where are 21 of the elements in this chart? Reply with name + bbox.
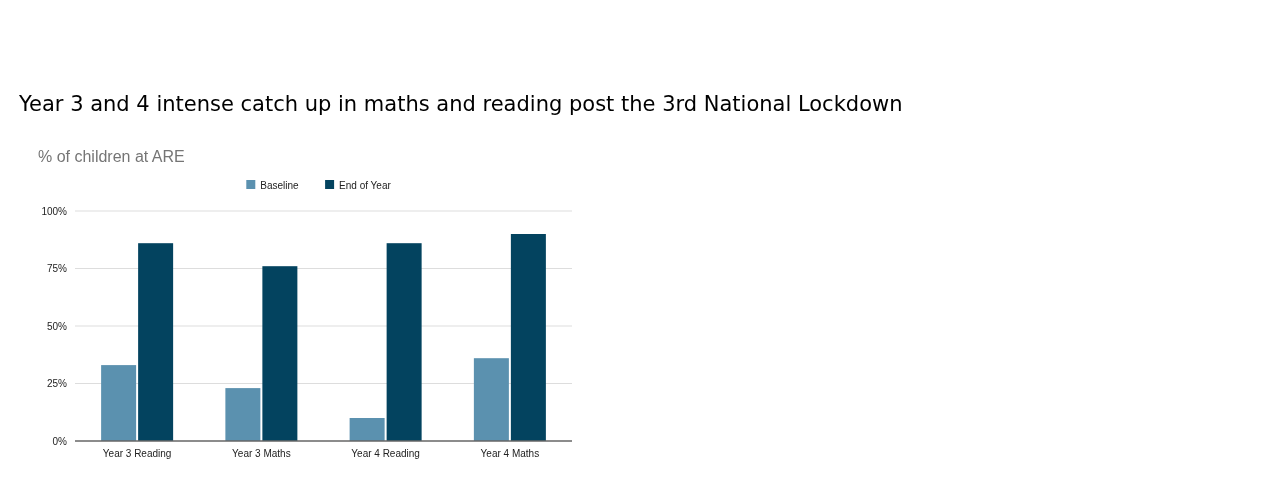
chart-title: Year 3 and 4 intense catch up in maths and reading post the 3rd National Lockdown	[18, 92, 903, 116]
bar	[225, 388, 261, 441]
bar	[473, 358, 509, 441]
y-tick-label: 75%	[46, 263, 68, 274]
bar	[101, 365, 137, 441]
bar	[262, 266, 298, 441]
y-tick-label: 100%	[41, 205, 68, 217]
bar	[510, 234, 546, 441]
legend-label: Baseline	[260, 179, 300, 191]
legend-label: End of Year	[339, 179, 392, 191]
bar	[386, 243, 422, 441]
y-tick-label: 50%	[46, 320, 68, 332]
bar	[349, 418, 385, 441]
x-tick-label: Year 3 Reading	[102, 448, 172, 459]
x-tick-label: Year 3 Maths	[232, 448, 291, 459]
chart-subtitle: % of children at ARE	[38, 148, 185, 165]
y-tick-label: 25%	[46, 378, 68, 389]
bar	[138, 243, 174, 441]
y-tick-label: 0%	[52, 435, 68, 447]
x-tick-label: Year 4 Maths	[480, 448, 540, 459]
x-tick-label: Year 4 Reading	[351, 448, 420, 459]
